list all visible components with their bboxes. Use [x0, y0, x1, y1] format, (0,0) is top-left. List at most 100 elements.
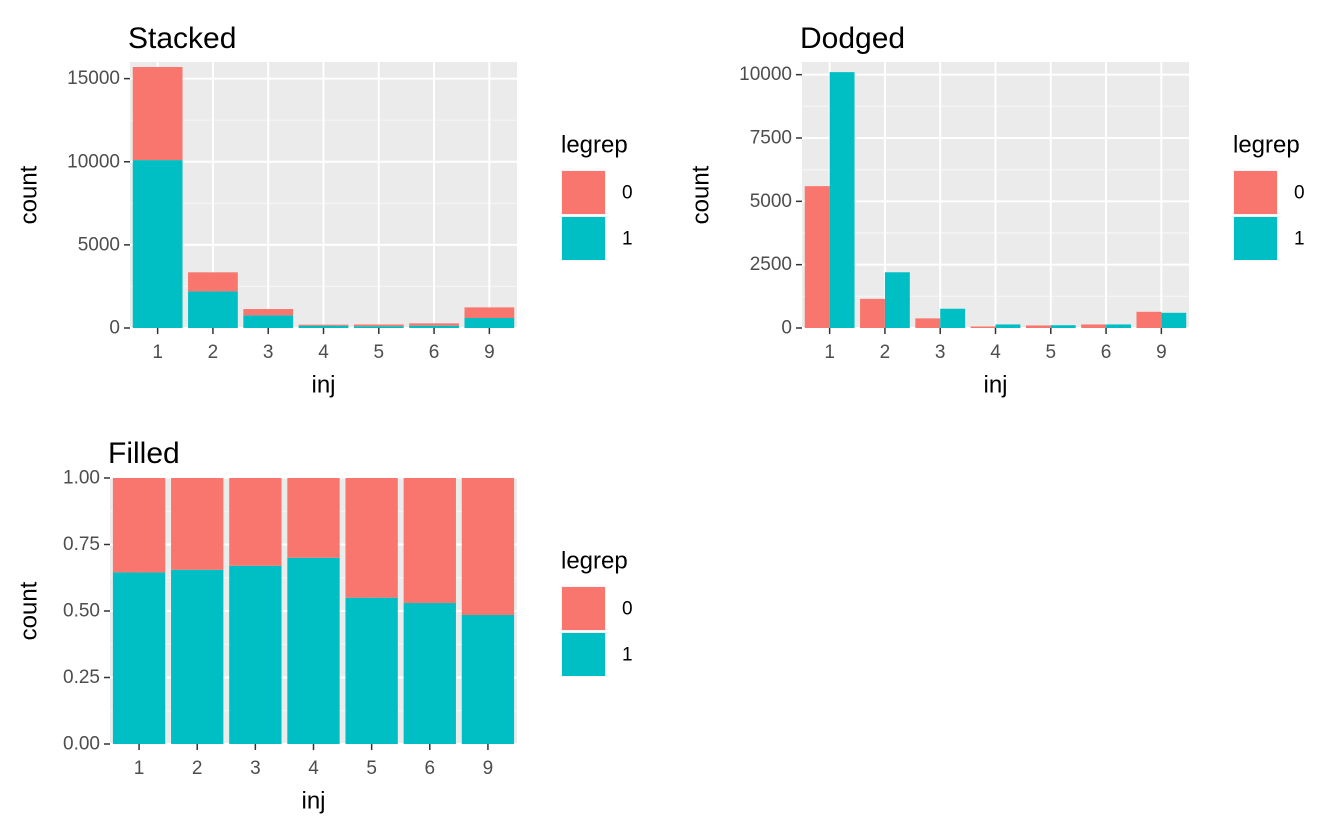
bar-inj-3-legrep-1 [229, 565, 282, 744]
bar-inj-2-legrep-1 [188, 291, 238, 328]
x-tick-label: 2 [880, 342, 891, 363]
x-tick-label: 6 [1101, 342, 1112, 363]
bar-inj-2-legrep-1 [171, 569, 224, 744]
x-tick-label: 6 [429, 342, 440, 363]
legend-key-1 [562, 633, 605, 676]
legend: legrep 0 1 [561, 131, 633, 261]
bar-inj-9-legrep-1 [1161, 312, 1187, 328]
x-axis-title: inj [983, 371, 1007, 398]
bar-inj-5-legrep-0 [353, 324, 404, 327]
y-axis-title: count [687, 165, 714, 224]
bar-inj-4-legrep-1 [287, 557, 340, 744]
x-tick-label: 3 [935, 342, 946, 363]
bar-inj-2-legrep-0 [188, 272, 238, 292]
y-tick-label: 2500 [750, 254, 792, 275]
x-tick-label: 9 [1156, 342, 1167, 363]
x-tick-label: 6 [424, 758, 435, 779]
bar-inj-5-legrep-0 [345, 478, 398, 598]
x-tick-label: 1 [152, 342, 163, 363]
y-tick-label: 5000 [750, 191, 792, 212]
bar-inj-6-legrep-0 [403, 478, 456, 604]
legend: legrep 0 1 [1233, 131, 1305, 261]
bar-inj-6-legrep-1 [1106, 324, 1131, 328]
bar-inj-3-legrep-1 [940, 308, 966, 328]
bar-inj-1-legrep-0 [132, 66, 183, 161]
y-axis-title: count [15, 581, 42, 640]
x-tick-label: 1 [134, 758, 145, 779]
x-tick-label: 5 [373, 342, 384, 363]
x-tick-label: 5 [366, 758, 377, 779]
x-tick-label: 4 [308, 758, 319, 779]
chart-title: Dodged [800, 22, 905, 55]
y-axis-title: count [15, 165, 42, 224]
chart-panel-stacked: Stacked 0 5000 10000 15000 1 2 3 4 5 6 9 inj count leg… [15, 22, 632, 398]
bar-inj-1-legrep-1 [132, 160, 183, 328]
x-tick-label: 2 [192, 758, 203, 779]
legend-key-1 [562, 217, 605, 260]
x-axis-title: inj [301, 787, 325, 814]
y-tick-label: 0.00 [63, 734, 100, 755]
bar-inj-2-legrep-1 [884, 272, 910, 328]
bar-inj-4-legrep-1 [995, 324, 1021, 328]
legend-title: legrep [1233, 131, 1300, 158]
bar-inj-9-legrep-1 [464, 318, 515, 328]
y-tick-label: 0 [109, 318, 120, 339]
bar-inj-6-legrep-0 [1081, 324, 1107, 328]
x-tick-label: 5 [1045, 342, 1056, 363]
chart-panel-filled: Filled 0.00 0.25 0.50 0.75 1.00 1 2 3 4 5 6 9 inj coun… [15, 437, 632, 814]
x-tick-label: 4 [318, 342, 329, 363]
bar-inj-5-legrep-1 [345, 597, 398, 744]
bar-inj-6-legrep-0 [409, 323, 459, 326]
y-tick-label: 10000 [67, 151, 120, 172]
legend: legrep 0 1 [561, 547, 633, 677]
bar-inj-4-legrep-0 [970, 326, 996, 328]
legend-title: legrep [561, 131, 628, 158]
chart-title: Filled [108, 437, 180, 470]
legend-label: 0 [1294, 183, 1305, 204]
legend-key-0 [562, 171, 605, 214]
bar-inj-3-legrep-0 [915, 318, 941, 328]
chart-title: Stacked [128, 22, 236, 55]
legend-label: 1 [622, 645, 633, 666]
y-tick-label: 7500 [750, 128, 792, 149]
bar-inj-4-legrep-1 [298, 325, 349, 328]
x-tick-label: 4 [990, 342, 1001, 363]
bar-inj-9-legrep-0 [464, 307, 515, 319]
bar-inj-6-legrep-1 [403, 603, 456, 744]
y-tick-label: 15000 [67, 68, 120, 89]
legend-label: 1 [622, 229, 633, 250]
legend-label: 0 [622, 183, 633, 204]
bar-inj-5-legrep-1 [353, 326, 404, 328]
legend-title: legrep [561, 547, 628, 574]
bar-inj-1-legrep-0 [112, 478, 166, 573]
bar-inj-2-legrep-0 [860, 298, 885, 328]
bar-inj-9-legrep-0 [1136, 311, 1162, 328]
legend-label: 0 [622, 599, 633, 620]
bar-inj-1-legrep-1 [829, 72, 855, 328]
x-tick-label: 3 [250, 758, 261, 779]
y-tick-label: 0 [781, 318, 792, 339]
bar-inj-4-legrep-0 [298, 324, 349, 326]
y-tick-label: 10000 [739, 64, 792, 85]
x-tick-label: 9 [483, 758, 494, 779]
y-tick-label: 5000 [78, 234, 120, 255]
bar-inj-1-legrep-1 [112, 572, 166, 744]
bar-inj-9-legrep-0 [461, 478, 515, 615]
bar-inj-3-legrep-0 [243, 309, 294, 316]
bar-inj-3-legrep-0 [229, 478, 282, 566]
legend-key-1 [1234, 217, 1277, 260]
bar-inj-6-legrep-1 [409, 325, 459, 328]
bar-inj-4-legrep-0 [287, 478, 340, 558]
y-tick-label: 0.75 [63, 534, 100, 555]
legend-label: 1 [1294, 229, 1305, 250]
x-tick-label: 2 [208, 342, 219, 363]
y-tick-label: 0.50 [63, 601, 100, 622]
x-axis-title: inj [311, 371, 335, 398]
x-tick-label: 3 [263, 342, 274, 363]
bar-inj-9-legrep-1 [461, 614, 515, 744]
x-tick-label: 1 [824, 342, 835, 363]
bar-inj-5-legrep-1 [1050, 325, 1076, 328]
bar-inj-2-legrep-0 [171, 478, 224, 570]
legend-key-0 [1234, 171, 1277, 214]
